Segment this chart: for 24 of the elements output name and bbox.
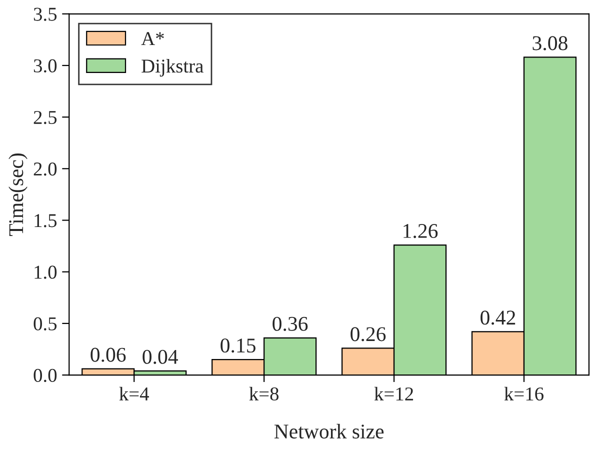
y-axis-title: Time(sec) [8,154,28,236]
data-label: 0.04 [142,350,178,364]
x-axis-title: Network size [274,424,384,439]
x-tick-label: k=16 [504,386,544,401]
legend-label: A* [141,32,164,45]
data-label: 0.15 [220,338,256,353]
data-label: 0.42 [480,310,516,325]
data-label: 0.06 [90,348,126,362]
x-tick-label: k=8 [249,386,279,401]
x-tick-label: k=4 [119,386,149,400]
text: 1.5 [34,214,57,228]
x-tick-label: k=12 [374,386,414,400]
data-label: 0.26 [350,327,386,342]
text: 2.5 [34,110,57,124]
data-label: 3.08 [532,36,568,50]
text: 0.5 [34,317,57,330]
text: 2.0 [34,162,57,176]
text: 1.0 [34,266,57,279]
data-label: 0.36 [272,316,308,331]
text: 3.0 [34,59,57,73]
text: 0.0 [34,368,57,382]
legend-label: Dijkstra [142,58,204,77]
text: 3.5 [34,8,57,21]
data-label: 1.26 [404,224,438,238]
